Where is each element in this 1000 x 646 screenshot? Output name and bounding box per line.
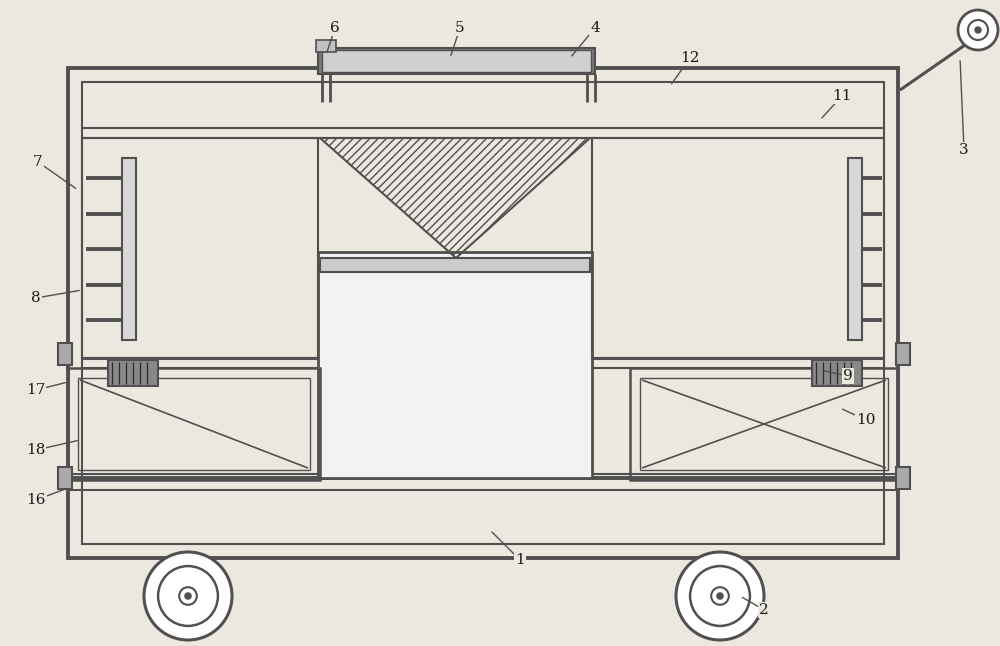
Circle shape xyxy=(975,27,981,33)
Bar xyxy=(68,68,898,558)
Bar xyxy=(896,467,910,489)
Bar xyxy=(318,252,592,478)
Text: 7: 7 xyxy=(33,155,43,169)
Bar xyxy=(58,343,72,365)
Text: 10: 10 xyxy=(856,413,876,427)
Bar xyxy=(122,158,136,340)
Bar xyxy=(322,50,591,72)
Text: 1: 1 xyxy=(515,553,525,567)
Bar xyxy=(630,368,898,480)
Text: 12: 12 xyxy=(680,51,700,65)
Text: 9: 9 xyxy=(843,369,853,383)
Circle shape xyxy=(185,593,191,599)
Circle shape xyxy=(144,552,232,640)
Bar xyxy=(108,360,158,386)
Circle shape xyxy=(958,10,998,50)
Text: 4: 4 xyxy=(590,21,600,35)
Bar xyxy=(58,467,72,489)
Text: 6: 6 xyxy=(330,21,340,35)
Text: 17: 17 xyxy=(26,383,46,397)
Text: 5: 5 xyxy=(455,21,465,35)
Text: 2: 2 xyxy=(759,603,769,617)
Text: 11: 11 xyxy=(832,89,852,103)
Bar xyxy=(896,343,910,365)
Bar xyxy=(848,158,862,340)
Text: 16: 16 xyxy=(26,493,46,507)
Circle shape xyxy=(676,552,764,640)
Bar xyxy=(812,360,862,386)
Bar xyxy=(640,378,888,470)
Text: 8: 8 xyxy=(31,291,41,305)
Bar xyxy=(78,378,310,470)
Bar xyxy=(316,40,336,52)
Bar xyxy=(320,258,590,272)
Text: 3: 3 xyxy=(959,143,969,157)
Bar xyxy=(592,138,884,358)
Bar xyxy=(82,138,318,358)
Bar xyxy=(82,82,884,544)
Bar xyxy=(318,48,595,74)
Text: 18: 18 xyxy=(26,443,46,457)
Bar xyxy=(68,368,320,480)
Circle shape xyxy=(717,593,723,599)
